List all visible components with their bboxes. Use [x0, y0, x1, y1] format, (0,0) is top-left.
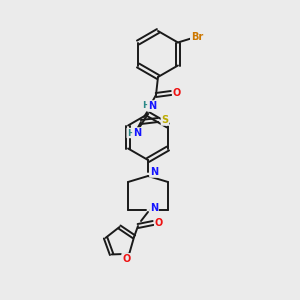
Text: H: H — [142, 101, 150, 110]
Text: O: O — [122, 254, 130, 264]
Text: N: N — [133, 128, 141, 138]
Text: N: N — [150, 167, 158, 177]
Text: H: H — [127, 128, 135, 137]
Text: N: N — [150, 203, 158, 213]
Text: N: N — [148, 101, 156, 111]
Text: S: S — [161, 115, 169, 125]
Text: Br: Br — [191, 32, 203, 41]
Text: O: O — [173, 88, 181, 98]
Text: O: O — [155, 218, 163, 228]
